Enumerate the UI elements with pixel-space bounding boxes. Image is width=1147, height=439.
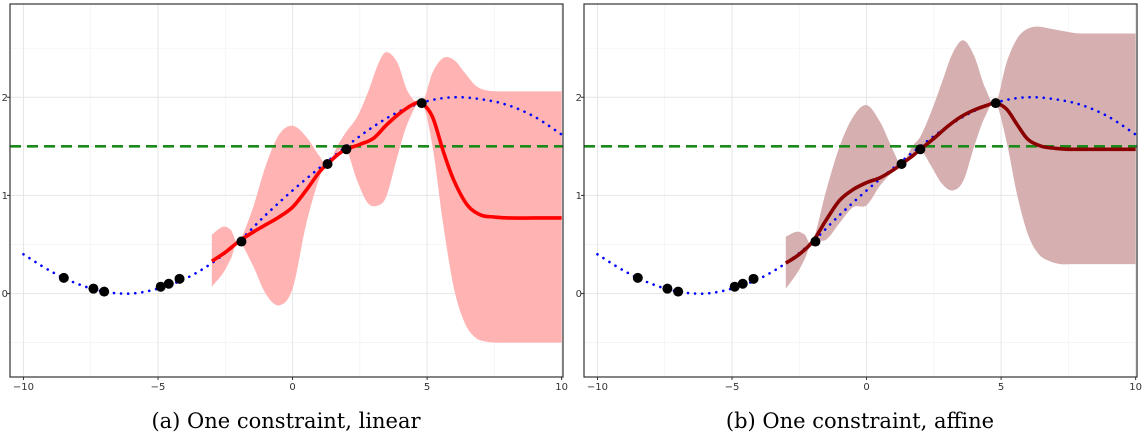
observation-point-b bbox=[915, 144, 926, 155]
confidence-band-b bbox=[785, 26, 1136, 289]
observation-point-a bbox=[174, 273, 185, 284]
x-tick-label-b: 5 bbox=[998, 382, 1004, 393]
plot-frame-b bbox=[583, 3, 1138, 378]
y-tick-label-b: 0 bbox=[576, 289, 582, 300]
observation-point-b bbox=[632, 272, 643, 283]
observation-point-b bbox=[729, 281, 740, 292]
observation-point-a bbox=[88, 283, 99, 294]
observation-point-a bbox=[341, 144, 352, 155]
y-tick-label-a: 0 bbox=[2, 289, 8, 300]
true-function-curve-b bbox=[596, 95, 1137, 295]
observation-point-b bbox=[896, 158, 907, 169]
observation-point-b bbox=[662, 283, 673, 294]
plot-area-b bbox=[584, 4, 1137, 377]
y-tick-label-b: 2 bbox=[576, 93, 582, 104]
x-tick-label-a: −10 bbox=[13, 382, 34, 393]
x-tick-label-b: −10 bbox=[587, 382, 608, 393]
x-tick-label-a: 0 bbox=[289, 382, 295, 393]
observation-point-a bbox=[155, 281, 166, 292]
x-tick-label-a: 10 bbox=[555, 382, 568, 393]
y-tick-label-b: 1 bbox=[576, 191, 582, 202]
y-tick-label-a: 2 bbox=[2, 93, 8, 104]
observation-point-b bbox=[810, 236, 821, 247]
y-tick-label-a: 1 bbox=[2, 191, 8, 202]
plot-frame-a bbox=[9, 3, 564, 378]
caption-panel-a: (a) One constraint, linear bbox=[151, 409, 421, 433]
x-tick-label-a: 5 bbox=[424, 382, 430, 393]
x-tick-label-b: 10 bbox=[1129, 382, 1142, 393]
observation-point-a bbox=[236, 236, 247, 247]
confidence-band-a bbox=[211, 52, 562, 343]
observation-point-b bbox=[990, 98, 1001, 109]
observation-point-a bbox=[163, 278, 174, 289]
observation-point-b bbox=[737, 278, 748, 289]
observation-point-a bbox=[58, 272, 69, 283]
true-function-curve-a bbox=[22, 95, 563, 295]
plot-area-a bbox=[10, 4, 563, 377]
caption-panel-b: (b) One constraint, affine bbox=[726, 409, 994, 433]
posterior-mean-curve-a bbox=[210, 100, 562, 263]
panel-b: −10 −5 0 5 10 0 1 2 bbox=[576, 3, 1142, 393]
x-tick-label-a: −5 bbox=[151, 382, 166, 393]
observation-point-b bbox=[748, 273, 759, 284]
observation-point-a bbox=[99, 286, 110, 297]
observation-point-a bbox=[416, 98, 427, 109]
panel-a: −10 −5 0 5 10 0 1 2 bbox=[2, 3, 568, 393]
x-tick-label-b: 0 bbox=[863, 382, 869, 393]
x-tick-label-b: −5 bbox=[725, 382, 740, 393]
posterior-mean-curve-b bbox=[784, 101, 1136, 265]
observation-point-a bbox=[322, 158, 333, 169]
observation-point-b bbox=[673, 286, 684, 297]
